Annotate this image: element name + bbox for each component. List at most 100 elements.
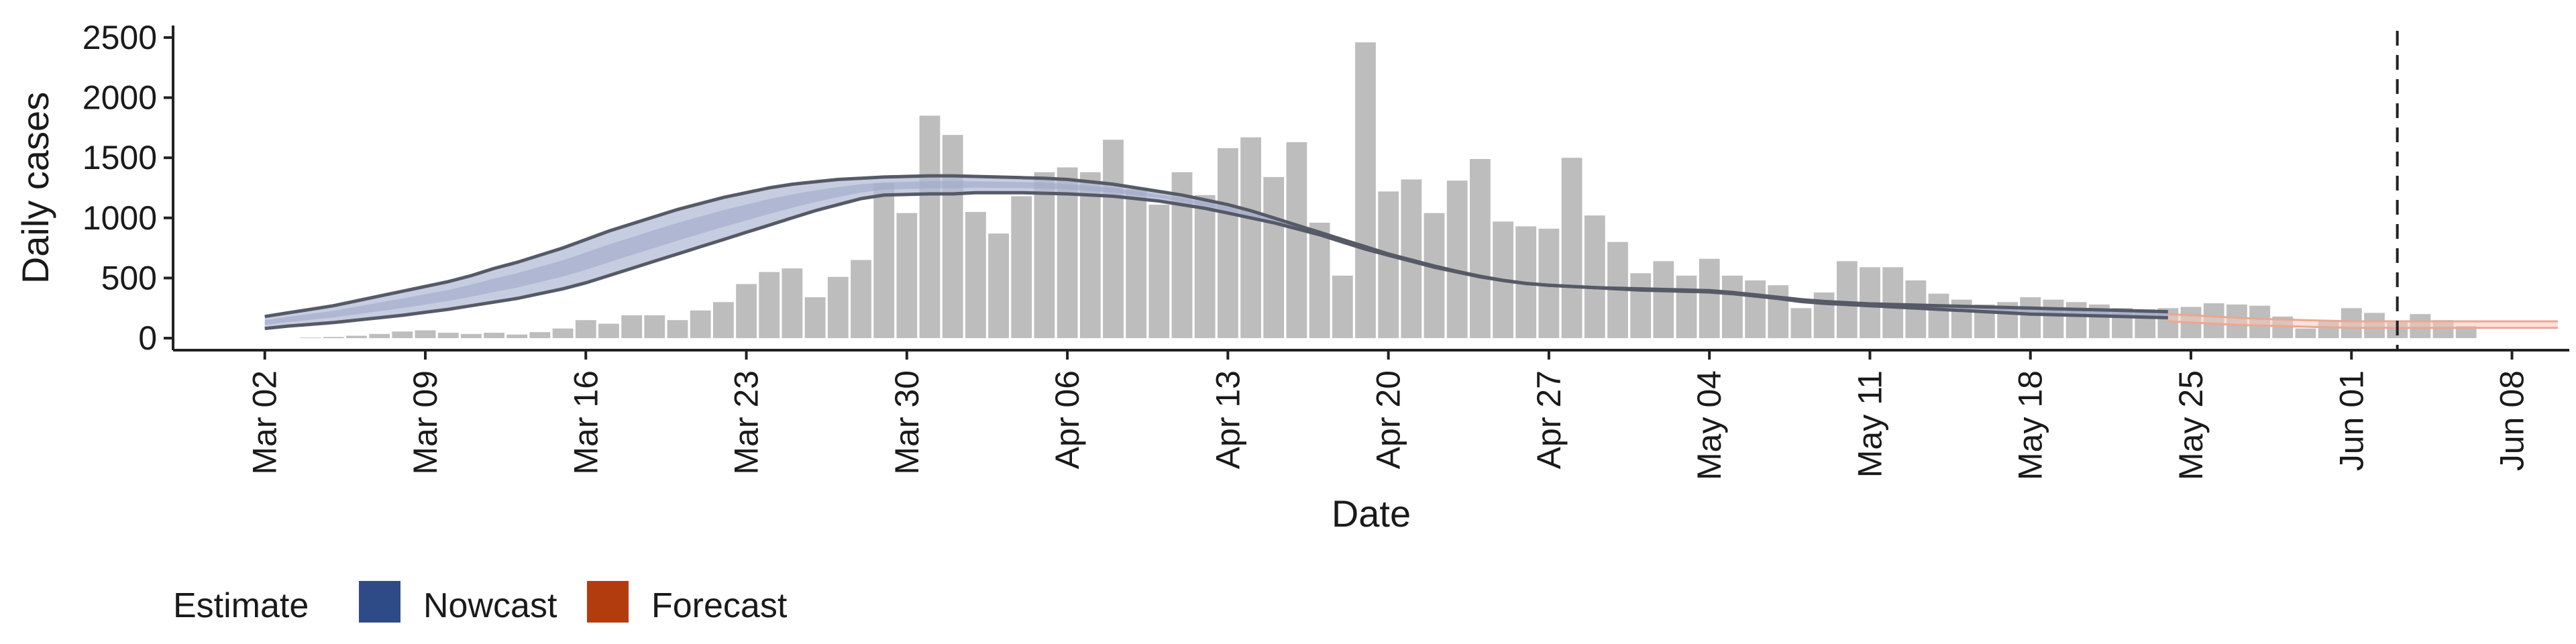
line-upper-nowcast <box>264 174 2168 319</box>
bar <box>1561 158 1582 339</box>
bar <box>484 333 504 339</box>
y-axis-title: Daily cases <box>14 92 56 284</box>
bar <box>1126 189 1147 339</box>
bar <box>644 315 665 339</box>
x-tick-label: May 11 <box>1851 370 1888 478</box>
bar <box>713 302 734 339</box>
bar <box>369 333 390 339</box>
bar <box>1630 273 1652 339</box>
bar <box>827 276 849 339</box>
x-tick-label: Mar 30 <box>888 370 926 475</box>
bar <box>1034 172 1055 339</box>
bar <box>461 333 482 339</box>
line-lower-nowcast <box>264 191 2168 331</box>
y-tick-label: 1500 <box>83 139 157 176</box>
legend-label-forecast: Forecast <box>651 586 788 625</box>
bar <box>1653 261 1674 338</box>
x-tick-label: Mar 02 <box>246 370 284 475</box>
bar <box>1378 191 1399 339</box>
bar <box>1446 180 1468 338</box>
legend-title: Estimate <box>173 586 309 625</box>
bar <box>919 115 941 338</box>
bar <box>804 297 826 338</box>
x-tick-label: Jun 08 <box>2493 370 2531 471</box>
bar <box>346 335 367 339</box>
x-tick-label: Mar 09 <box>407 370 444 475</box>
bar <box>1332 275 1353 339</box>
x-axis-ticks: Mar 02 Mar 09 Mar 16 Mar 23 Mar 30 Apr 06 Apr … <box>246 350 2531 480</box>
x-tick-label: Jun 01 <box>2332 370 2370 471</box>
bar <box>1103 140 1124 339</box>
band-inner-nowcast <box>264 181 2168 325</box>
x-tick-label: Apr 13 <box>1209 370 1246 469</box>
bar <box>1309 223 1330 339</box>
bar <box>873 182 895 338</box>
bar <box>736 284 757 339</box>
bar <box>1928 293 1949 338</box>
bar <box>759 272 780 339</box>
bar <box>1218 148 1238 339</box>
legend-swatch-nowcast <box>359 581 400 623</box>
x-tick-label: Mar 16 <box>567 370 604 475</box>
bar <box>552 328 574 338</box>
bar <box>1768 285 1789 339</box>
legend-label-nowcast: Nowcast <box>423 586 557 625</box>
legend-swatch-forecast <box>587 581 629 623</box>
bar <box>1011 196 1032 338</box>
bar <box>1240 137 1261 339</box>
bar <box>575 320 596 339</box>
y-tick-label: 500 <box>101 259 157 297</box>
bar <box>851 260 871 339</box>
bar <box>988 233 1009 339</box>
bar-series-daily-cases <box>300 42 2477 339</box>
y-tick-label: 1000 <box>83 199 157 237</box>
bar <box>1470 159 1491 339</box>
bar <box>965 211 986 339</box>
legend-items: Nowcast Forecast <box>359 581 788 625</box>
bar <box>1722 275 1743 339</box>
estimate-lines <box>264 174 2558 331</box>
bar <box>1790 308 1812 339</box>
bar <box>437 333 459 339</box>
x-tick-label: Mar 23 <box>728 370 765 475</box>
x-tick-label: May 04 <box>1690 370 1728 480</box>
bar <box>1194 195 1216 339</box>
x-tick-label: Apr 06 <box>1049 370 1086 469</box>
bar <box>782 268 803 339</box>
line-lower-forecast <box>2167 320 2558 329</box>
line-upper-forecast <box>2167 313 2558 323</box>
bar <box>1584 215 1605 338</box>
bar <box>2455 326 2477 338</box>
x-tick-label: May 25 <box>2172 370 2210 480</box>
bar <box>2020 297 2041 338</box>
bar <box>1355 42 1376 339</box>
y-tick-label: 0 <box>138 319 157 357</box>
y-tick-label: 2500 <box>83 19 157 56</box>
bar <box>1079 172 1101 339</box>
bar <box>506 334 528 339</box>
bar <box>690 310 711 338</box>
bar <box>621 315 643 339</box>
x-tick-label: Apr 20 <box>1370 370 1407 469</box>
bar <box>323 337 344 339</box>
bar <box>2043 299 2064 339</box>
x-tick-label: May 18 <box>2012 370 2049 480</box>
bar <box>392 331 413 339</box>
bar <box>1424 213 1445 338</box>
bar <box>1745 280 1766 338</box>
bar <box>1676 275 1697 339</box>
x-axis-title: Date <box>1332 492 1411 535</box>
bar <box>529 332 551 339</box>
plot-area <box>264 31 2558 350</box>
bar <box>1836 261 1858 338</box>
bar <box>1148 205 1170 339</box>
legend: Estimate Nowcast Forecast <box>173 581 788 625</box>
bar <box>1699 258 1720 339</box>
bar <box>667 320 688 339</box>
bar <box>942 135 963 338</box>
y-tick-label: 2000 <box>83 79 157 117</box>
bar <box>896 213 918 338</box>
y-axis-ticks: 0 500 1000 1500 2000 2500 <box>83 19 173 357</box>
bar <box>1286 142 1307 339</box>
